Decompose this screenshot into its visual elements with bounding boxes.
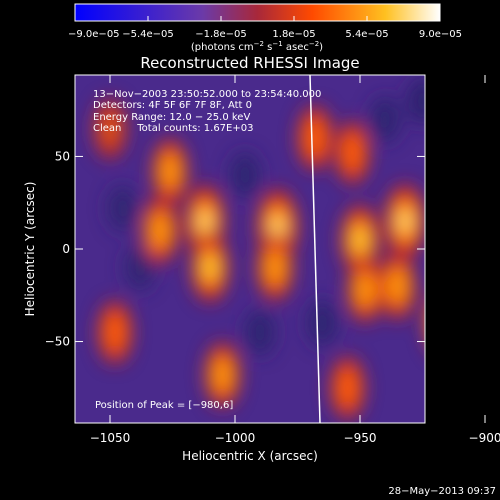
dark-region [369,96,401,143]
bright-source [160,154,180,189]
colorbar-tick-labels: −9.0e−05 −5.4e−05 −1.8e−05 1.8e−05 5.4e−05 9.… [68,29,462,40]
y-tick-label: 0 [62,242,70,256]
colorbar-tick-label: 9.0e−05 [419,29,462,40]
bright-source [202,215,208,227]
colorbar-tick-label: 1.8e−05 [272,29,315,40]
bright-source [265,249,285,286]
bright-source [274,221,281,233]
bright-source [305,121,325,155]
x-tick-label: −900 [469,431,500,445]
bright-source [343,136,362,170]
bright-source [203,256,217,279]
x-tick-label: −1000 [215,431,256,445]
dark-region [229,151,261,199]
bright-source [402,215,408,227]
bright-source [213,357,232,393]
dark-region [457,115,488,162]
colorbar-tick-label: −5.4e−05 [122,29,174,40]
heatmap-image [75,75,488,423]
annotation-detectors: Detectors: 4F 5F 6F 7F 8F, Att 0 [93,100,252,111]
bright-source [429,297,457,348]
bright-source [355,272,375,307]
bright-source [353,228,367,252]
chart-title: Reconstructed RHESSI Image [140,54,359,72]
colorbar-units: (photons cm−2 s−1 asec−2) [191,40,323,53]
x-tick-label: −1050 [90,431,131,445]
bright-source [150,212,170,249]
peak-position-label: Position of Peak = [−980,6] [95,400,233,411]
solar-limb-line [309,74,321,424]
colorbar-ticks [74,16,441,21]
y-axis-ticks: 50 0 −50 [45,149,425,349]
annotation-counts: Clean Total counts: 1.67E+03 [93,123,253,134]
dark-region [307,299,338,347]
y-tick-label: −50 [45,335,70,349]
annotation-energy: Energy Range: 12.0 − 25.0 keV [93,112,250,123]
colorbar-tick-label: 5.4e−05 [345,29,388,40]
dark-region [244,308,276,356]
bright-source [433,305,452,340]
dark-region [124,244,156,291]
colorbar-tick-label: −9.0e−05 [68,29,120,40]
x-tick-label: −950 [344,431,377,445]
bright-source [388,268,407,304]
y-axis-label: Heliocentric Y (arcsec) [23,182,37,317]
colorbar [74,3,441,22]
dark-region [107,184,138,232]
bright-source [106,315,124,349]
x-axis-ticks: −1050 −1000 −950 −900 [90,75,500,445]
bright-source [424,313,425,333]
x-axis-label: Heliocentric X (arcsec) [182,449,318,463]
dark-region [407,77,425,125]
timestamp: 28−May−2013 09:37 [388,486,496,497]
bright-source [101,112,119,145]
bright-source [338,371,357,405]
colorbar-tick-label: −1.8e−05 [195,29,247,40]
annotation-time: 13−Nov−2003 23:50:52.000 to 23:54:40.000 [93,89,321,100]
y-tick-label: 50 [55,149,70,163]
